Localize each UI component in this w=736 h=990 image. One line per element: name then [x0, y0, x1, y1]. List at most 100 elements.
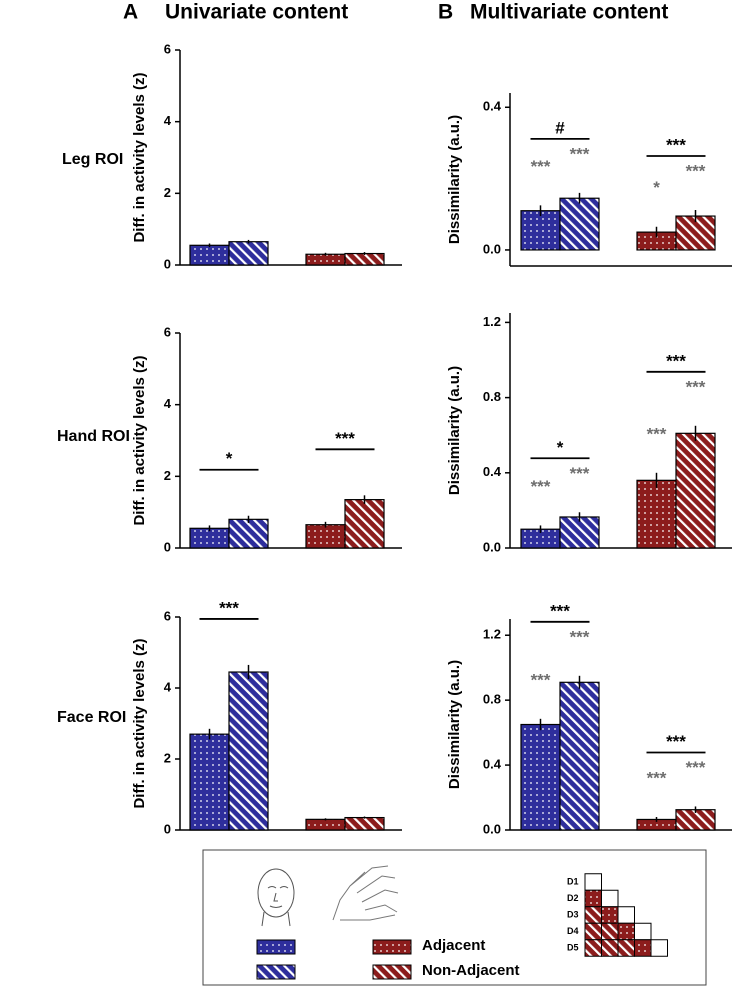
y-tick-label: 2: [164, 185, 171, 200]
bar: [344, 252, 385, 266]
bar: [189, 527, 230, 549]
bracket-label: *: [557, 438, 564, 457]
matrix-cell: [617, 906, 635, 924]
y-tick-label: 0.4: [483, 464, 502, 479]
bar: [559, 681, 600, 831]
bracket-label: #: [555, 118, 565, 137]
y-axis-label: Diff. in activity levels (z): [131, 638, 148, 808]
significance-label: ***: [686, 161, 706, 180]
y-tick-label: 2: [164, 750, 171, 765]
y-tick-label: 0.4: [483, 99, 502, 114]
matrix-cell: [634, 922, 652, 941]
y-tick-label: 4: [164, 113, 172, 128]
significance-label: ***: [570, 144, 590, 163]
bar: [636, 479, 677, 549]
bracket-label: ***: [219, 598, 239, 617]
significance-label: ***: [531, 157, 551, 176]
bar: [344, 499, 385, 549]
y-axis-label: Dissimilarity (a.u.): [446, 366, 463, 495]
y-tick-label: 0.0: [483, 539, 501, 554]
y-tick-label: 0.8: [483, 692, 501, 707]
y-tick-label: 0.0: [483, 821, 501, 836]
matrix-label: D3: [567, 909, 579, 919]
matrix-cell: [584, 906, 602, 924]
bracket-label: *: [226, 449, 233, 468]
hand-icon: [332, 865, 399, 921]
legend-label: Non-Adjacent: [422, 962, 520, 979]
y-tick-label: 0.8: [483, 389, 501, 404]
matrix-cell: [634, 939, 652, 957]
significance-label: *: [653, 178, 660, 197]
matrix-cell: [617, 939, 635, 957]
bar: [305, 524, 346, 549]
bar: [559, 516, 600, 549]
significance-label: ***: [570, 464, 590, 483]
matrix-label: D5: [567, 942, 579, 952]
panel-letter: B: [438, 1, 453, 24]
bar: [520, 210, 561, 251]
row-label: Leg ROI: [62, 151, 123, 168]
panel-letter: A: [123, 1, 138, 24]
matrix-cell: [584, 939, 602, 957]
bar: [228, 671, 269, 831]
y-axis-label: Dissimilarity (a.u.): [446, 660, 463, 789]
significance-label: ***: [647, 768, 667, 787]
row-label: Face ROI: [57, 709, 126, 726]
y-axis-label: Diff. in activity levels (z): [131, 72, 148, 242]
matrix-cell: [584, 873, 602, 891]
legend-box: [202, 849, 707, 986]
matrix-cell: [584, 922, 602, 941]
bracket-label: ***: [666, 732, 686, 751]
bracket-label: ***: [666, 351, 686, 370]
y-tick-label: 0: [164, 256, 171, 271]
significance-label: ***: [531, 477, 551, 496]
legend-swatch: [372, 964, 412, 980]
significance-label: ***: [686, 377, 706, 396]
significance-label: ***: [647, 424, 667, 443]
y-tick-label: 1.2: [483, 314, 501, 329]
matrix-cell: [601, 889, 619, 908]
matrix-label: D4: [567, 926, 579, 936]
matrix-cell: [601, 939, 619, 957]
significance-label: ***: [570, 627, 590, 646]
bar: [520, 723, 561, 831]
significance-label: ***: [686, 758, 706, 777]
y-axis-label: Dissimilarity (a.u.): [446, 115, 463, 244]
bar: [228, 241, 269, 266]
bar: [559, 197, 600, 251]
panel-title: Multivariate content: [470, 1, 668, 24]
matrix-cell: [650, 939, 668, 957]
y-tick-label: 0: [164, 821, 171, 836]
matrix-label: D2: [567, 893, 579, 903]
y-tick-label: 4: [164, 396, 172, 411]
bar: [675, 432, 716, 549]
row-label: Hand ROI: [57, 428, 130, 445]
y-tick-label: 2: [164, 468, 171, 483]
face-icon: [257, 868, 295, 927]
y-tick-label: 6: [164, 324, 171, 339]
legend-label: Adjacent: [422, 937, 485, 954]
y-axis-label: Diff. in activity levels (z): [131, 355, 148, 525]
bracket-label: ***: [335, 429, 355, 448]
panel-title: Univariate content: [165, 1, 348, 24]
matrix-cell: [584, 889, 602, 908]
bar: [305, 818, 346, 831]
legend-swatch: [256, 939, 296, 955]
bracket-label: ***: [666, 135, 686, 154]
bracket-label: ***: [550, 601, 570, 620]
matrix-cell: [601, 906, 619, 924]
legend-swatch: [256, 964, 296, 980]
y-tick-label: 4: [164, 679, 172, 694]
y-tick-label: 1.2: [483, 627, 501, 642]
y-tick-label: 6: [164, 608, 171, 623]
matrix-cell: [601, 922, 619, 941]
y-tick-label: 6: [164, 41, 171, 56]
legend-swatch: [372, 939, 412, 955]
bar: [305, 253, 346, 266]
y-tick-label: 0.4: [483, 757, 502, 772]
matrix-cell: [617, 922, 635, 941]
matrix-label: D1: [567, 876, 579, 886]
bar: [189, 244, 230, 266]
y-tick-label: 0.0: [483, 241, 501, 256]
